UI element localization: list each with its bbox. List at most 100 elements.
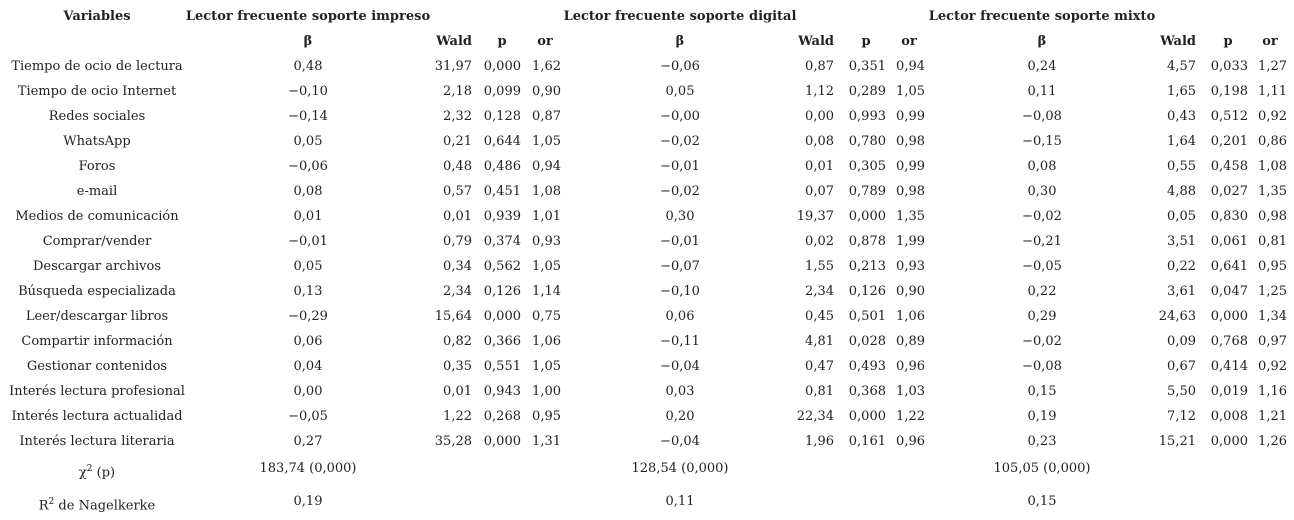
wald: 2,34 xyxy=(443,284,472,299)
footer-label-part: 2 xyxy=(86,464,93,474)
col-header: or xyxy=(537,34,553,49)
row-label: Tiempo de ocio Internet xyxy=(17,84,177,99)
wald: 0,22 xyxy=(1167,259,1196,274)
odds-ratio: 1,25 xyxy=(1258,284,1287,299)
row-label: Interés lectura actualidad xyxy=(11,409,183,424)
group-title: Lector frecuente soporte impreso xyxy=(185,9,431,24)
wald: 2,18 xyxy=(443,84,472,99)
odds-ratio: 0,98 xyxy=(1258,209,1287,224)
wald: 0,02 xyxy=(805,234,834,249)
wald: 0,79 xyxy=(443,234,472,249)
row-label: Redes sociales xyxy=(48,109,146,124)
beta: 0,30 xyxy=(1027,184,1057,199)
odds-ratio: 1,62 xyxy=(532,59,561,74)
beta: −0,15 xyxy=(1022,134,1062,149)
wald: 0,45 xyxy=(805,309,834,324)
col-header: p xyxy=(1223,34,1233,49)
wald: 15,21 xyxy=(1158,434,1196,449)
beta: −0,04 xyxy=(660,434,700,449)
p-value: 0,366 xyxy=(483,334,521,349)
group-title: Lector frecuente soporte digital xyxy=(563,9,797,24)
group-title: Lector frecuente soporte mixto xyxy=(928,9,1156,24)
beta: 0,00 xyxy=(293,384,323,399)
wald: 0,43 xyxy=(1167,109,1196,124)
beta: 0,08 xyxy=(293,184,323,199)
p-value: 0,512 xyxy=(1210,109,1248,124)
header-variables: Variables xyxy=(63,9,131,24)
p-value: 0,780 xyxy=(848,134,886,149)
wald: 19,37 xyxy=(796,209,834,224)
odds-ratio: 1,08 xyxy=(532,184,561,199)
p-value: 0,027 xyxy=(1210,184,1248,199)
beta: −0,02 xyxy=(660,184,700,199)
p-value: 0,562 xyxy=(483,259,521,274)
beta: 0,05 xyxy=(293,259,323,274)
beta: 0,06 xyxy=(293,334,323,349)
beta: −0,01 xyxy=(660,234,700,249)
beta: 0,23 xyxy=(1027,434,1057,449)
p-value: 0,033 xyxy=(1210,59,1248,74)
wald: 3,51 xyxy=(1167,234,1196,249)
row-label: Comprar/vender xyxy=(42,234,152,249)
footer-value: 105,05 (0,000) xyxy=(993,461,1091,476)
p-value: 0,000 xyxy=(1210,434,1248,449)
odds-ratio: 1,31 xyxy=(532,434,561,449)
p-value: 0,213 xyxy=(848,259,886,274)
beta: 0,01 xyxy=(293,209,323,224)
p-value: 0,943 xyxy=(483,384,521,399)
col-header: p xyxy=(861,34,871,49)
beta: −0,05 xyxy=(288,409,328,424)
p-value: 0,000 xyxy=(1210,309,1248,324)
odds-ratio: 0,99 xyxy=(896,109,925,124)
wald: 0,87 xyxy=(805,59,834,74)
wald: 5,50 xyxy=(1167,384,1196,399)
p-value: 0,641 xyxy=(1210,259,1248,274)
beta: −0,02 xyxy=(1022,334,1062,349)
beta: −0,04 xyxy=(660,359,700,374)
row-label: Interés lectura profesional xyxy=(9,384,185,399)
row-label: e-mail xyxy=(76,184,118,199)
p-value: 0,128 xyxy=(483,109,521,124)
odds-ratio: 1,01 xyxy=(532,209,561,224)
p-value: 0,305 xyxy=(848,159,886,174)
p-value: 0,414 xyxy=(1210,359,1248,374)
p-value: 0,493 xyxy=(848,359,886,374)
beta: 0,06 xyxy=(665,309,695,324)
p-value: 0,000 xyxy=(848,409,886,424)
footer-label-part: R xyxy=(38,498,49,514)
wald: 0,81 xyxy=(805,384,834,399)
odds-ratio: 0,96 xyxy=(896,359,925,374)
footer-value: 0,15 xyxy=(1027,494,1057,509)
p-value: 0,000 xyxy=(483,309,521,324)
wald: 0,05 xyxy=(1167,209,1196,224)
odds-ratio: 1,14 xyxy=(532,284,561,299)
p-value: 0,000 xyxy=(483,59,521,74)
odds-ratio: 0,75 xyxy=(532,309,561,324)
beta: −0,10 xyxy=(288,84,328,99)
row-label: Gestionar contenidos xyxy=(26,359,168,374)
odds-ratio: 0,90 xyxy=(896,284,925,299)
odds-ratio: 0,93 xyxy=(532,234,561,249)
p-value: 0,126 xyxy=(848,284,886,299)
odds-ratio: 1,05 xyxy=(532,359,561,374)
wald: 0,01 xyxy=(443,384,472,399)
beta: 0,05 xyxy=(665,84,695,99)
p-value: 0,501 xyxy=(848,309,886,324)
wald: 0,57 xyxy=(443,184,472,199)
odds-ratio: 1,11 xyxy=(1258,84,1287,99)
beta: −0,06 xyxy=(288,159,328,174)
beta: 0,15 xyxy=(1027,384,1057,399)
odds-ratio: 1,03 xyxy=(896,384,925,399)
odds-ratio: 0,95 xyxy=(1258,259,1287,274)
beta: 0,03 xyxy=(665,384,695,399)
col-header: β xyxy=(303,34,313,49)
odds-ratio: 1,05 xyxy=(532,134,561,149)
beta: 0,29 xyxy=(1027,309,1057,324)
beta: 0,20 xyxy=(665,409,695,424)
p-value: 0,000 xyxy=(483,434,521,449)
beta: −0,07 xyxy=(660,259,700,274)
row-label: Leer/descargar libros xyxy=(25,309,169,324)
col-header: or xyxy=(1262,34,1278,49)
footer-label-part: 2 xyxy=(48,497,55,507)
odds-ratio: 1,06 xyxy=(532,334,561,349)
